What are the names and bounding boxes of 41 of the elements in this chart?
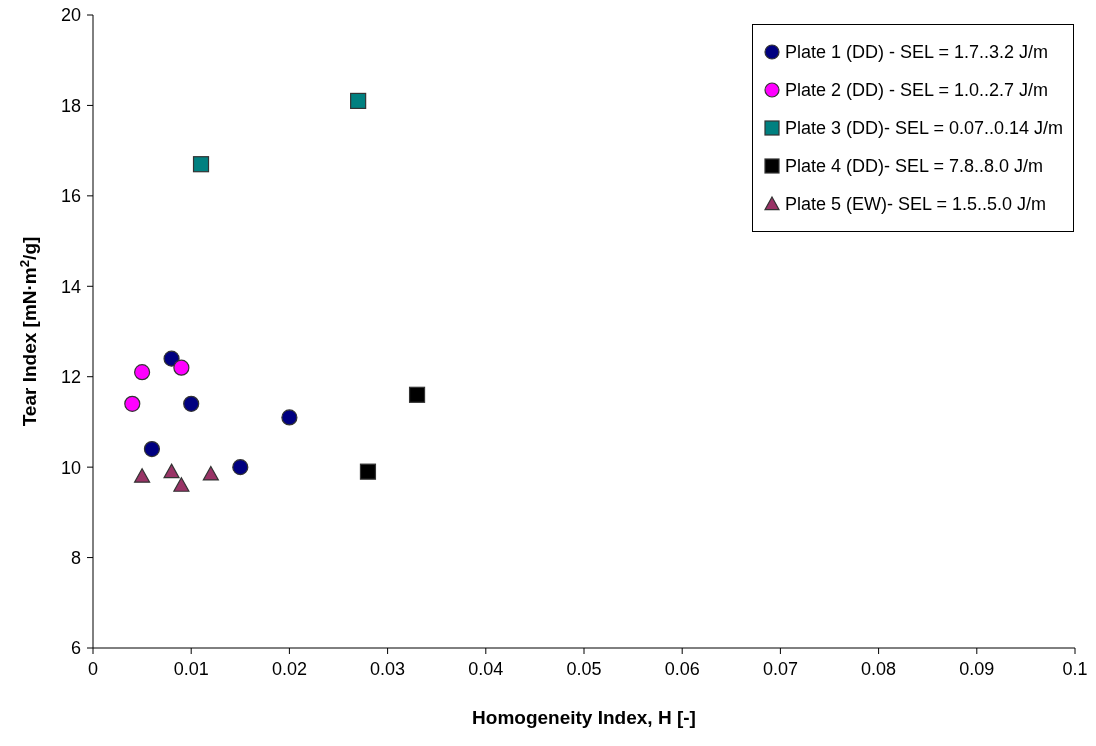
legend-label: Plate 3 (DD)- SEL = 0.07..0.14 J/m bbox=[785, 117, 1063, 139]
point bbox=[143, 440, 161, 458]
legend-label: Plate 5 (EW)- SEL = 1.5..5.0 J/m bbox=[785, 193, 1046, 215]
x-tick-label: 0.05 bbox=[566, 658, 602, 679]
x-tick-label: 0.07 bbox=[762, 658, 798, 679]
x-tick-label: 0.03 bbox=[370, 658, 406, 679]
point bbox=[163, 350, 180, 367]
y-tick-label: 20 bbox=[60, 5, 81, 26]
x-tick-label: 0.06 bbox=[664, 658, 700, 679]
point bbox=[359, 463, 377, 480]
point bbox=[408, 386, 426, 403]
point bbox=[163, 463, 180, 479]
point bbox=[124, 395, 141, 412]
y-tick-label: 10 bbox=[60, 457, 81, 478]
point bbox=[183, 395, 200, 412]
point bbox=[192, 156, 210, 173]
point bbox=[350, 92, 367, 110]
point bbox=[281, 409, 298, 426]
y-tick-label: 6 bbox=[70, 638, 81, 659]
point bbox=[173, 359, 190, 376]
x-tick-label: 0.1 bbox=[1062, 658, 1088, 679]
x-tick-label: 0 bbox=[87, 658, 99, 679]
x-axis-title: Homogeneity Index, H [-] bbox=[472, 707, 696, 728]
x-tick-label: 0.09 bbox=[959, 658, 995, 679]
legend-label: Plate 2 (DD) - SEL = 1.0..2.7 J/m bbox=[785, 79, 1048, 101]
point bbox=[173, 477, 190, 492]
point bbox=[134, 468, 151, 483]
legend-label: Plate 4 (DD)- SEL = 7.8..8.0 J/m bbox=[785, 155, 1043, 177]
x-tick-label: 0.04 bbox=[468, 658, 504, 679]
x-tick-label: 0.01 bbox=[173, 658, 209, 679]
legend-label: Plate 1 (DD) - SEL = 1.7..3.2 J/m bbox=[785, 41, 1048, 63]
y-tick-label: 12 bbox=[60, 367, 81, 388]
y-tick-label: 8 bbox=[70, 547, 81, 568]
y-tick-label: 18 bbox=[60, 95, 81, 116]
y-tick-label: 14 bbox=[60, 276, 81, 297]
y-tick-label: 16 bbox=[60, 186, 81, 207]
x-tick-label: 0.08 bbox=[861, 658, 897, 679]
point bbox=[232, 459, 249, 476]
x-tick-label: 0.02 bbox=[271, 658, 307, 679]
point bbox=[202, 465, 219, 481]
point bbox=[134, 364, 151, 381]
